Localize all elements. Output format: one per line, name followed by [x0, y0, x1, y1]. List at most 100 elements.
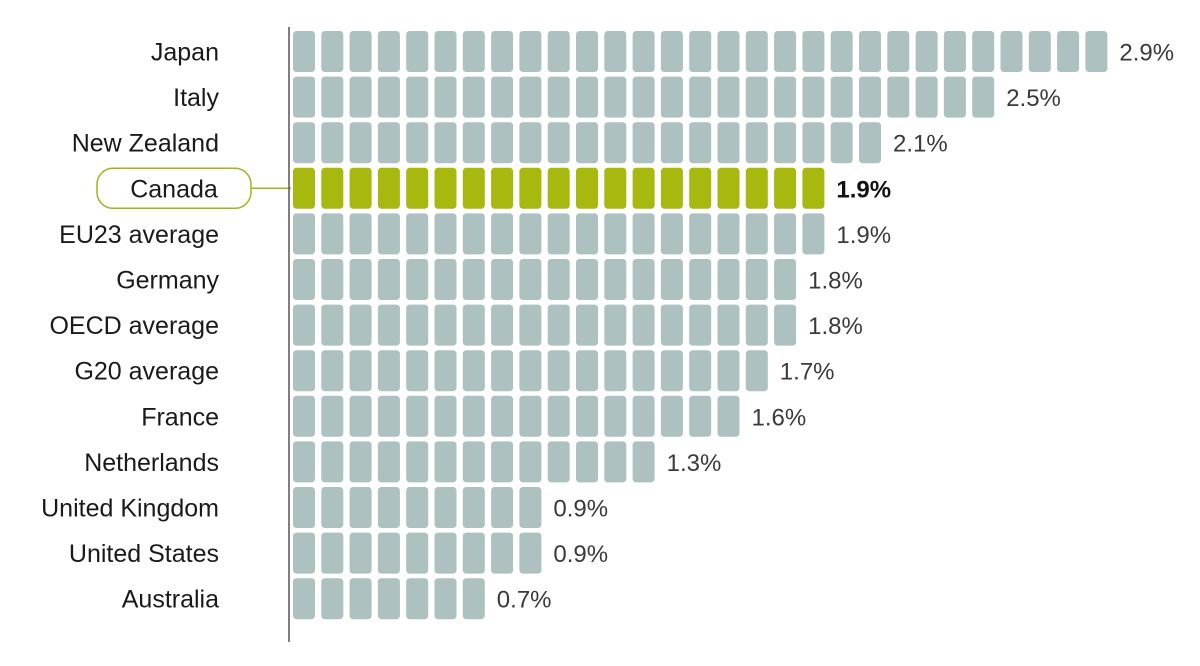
bar-block-japan — [406, 31, 429, 72]
bar-block-netherlands — [547, 441, 570, 483]
bar-block-germany — [519, 259, 542, 300]
bar-block-g20-average — [434, 350, 457, 392]
bar-block-canada — [462, 167, 485, 209]
bar-block-united-kingdom — [406, 487, 429, 528]
category-label-australia: Australia — [122, 586, 219, 614]
bar-block-australia — [349, 578, 372, 620]
bar-block-france — [434, 395, 457, 437]
bar-block-new-zealand — [462, 122, 485, 164]
bar-block-japan — [660, 31, 683, 72]
bar-block-japan — [434, 31, 457, 72]
bar-block-italy — [660, 76, 683, 118]
bar-block-g20-average — [377, 350, 400, 392]
value-label-united-states: 0.9% — [553, 541, 608, 568]
bar-block-united-states — [377, 532, 400, 574]
bar-block-new-zealand — [604, 122, 627, 164]
bar-block-japan — [717, 31, 740, 72]
bar-block-germany — [604, 259, 627, 300]
bar-block-oecd-average — [547, 304, 570, 346]
bar-block-eu23-average — [321, 213, 344, 255]
bar-block-eu23-average — [604, 213, 627, 255]
category-label-united-states: United States — [69, 540, 219, 568]
bar-block-netherlands — [576, 441, 598, 483]
bar-block-oecd-average — [660, 304, 683, 346]
bar-block-oecd-average — [349, 304, 372, 346]
bar-block-netherlands — [293, 441, 315, 483]
category-label-g20-average: G20 average — [74, 358, 219, 386]
bar-block-new-zealand — [660, 122, 683, 164]
bar-block-italy — [406, 76, 429, 118]
bar-block-netherlands — [406, 441, 429, 483]
bar-block-netherlands — [491, 441, 514, 483]
bar-block-g20-average — [576, 350, 598, 392]
bar-block-netherlands — [462, 441, 485, 483]
bar-block-italy — [915, 76, 938, 118]
value-label-japan: 2.9% — [1119, 40, 1174, 67]
bar-block-united-states — [434, 532, 457, 574]
bar-block-canada — [745, 167, 768, 209]
bar-block-canada — [717, 167, 740, 209]
bar-block-japan — [745, 31, 768, 72]
category-label-new-zealand: New Zealand — [72, 130, 219, 158]
bar-block-france — [689, 395, 712, 437]
bar-block-oecd-average — [321, 304, 344, 346]
bar-block-japan — [576, 31, 598, 72]
bar-block-italy — [604, 76, 627, 118]
bar-block-g20-average — [491, 350, 514, 392]
bar-block-canada — [632, 167, 655, 209]
bar-block-japan — [943, 31, 966, 72]
bar-block-japan — [859, 31, 881, 72]
bar-block-italy — [491, 76, 514, 118]
bar-block-japan — [349, 31, 372, 72]
bar-block-japan — [802, 31, 825, 72]
bar-block-italy — [576, 76, 598, 118]
bar-block-germany — [406, 259, 429, 300]
bar-block-canada — [349, 167, 372, 209]
bar-block-new-zealand — [632, 122, 655, 164]
bar-block-g20-average — [519, 350, 542, 392]
bar-block-new-zealand — [519, 122, 542, 164]
bar-block-oecd-average — [689, 304, 712, 346]
value-label-g20-average: 1.7% — [780, 359, 835, 386]
bar-block-germany — [745, 259, 768, 300]
bar-block-new-zealand — [349, 122, 372, 164]
bar-block-italy — [434, 76, 457, 118]
bar-block-new-zealand — [293, 122, 315, 164]
bar-block-g20-average — [293, 350, 315, 392]
bar-block-united-states — [462, 532, 485, 574]
bar-block-netherlands — [349, 441, 372, 483]
bar-block-united-kingdom — [434, 487, 457, 528]
bar-block-japan — [377, 31, 400, 72]
bar-block-japan — [972, 31, 995, 72]
bar-block-canada — [547, 167, 570, 209]
bar-block-canada — [293, 167, 315, 209]
bar-block-oecd-average — [632, 304, 655, 346]
bar-block-eu23-average — [491, 213, 514, 255]
bar-block-australia — [321, 578, 344, 620]
bar-block-japan — [887, 31, 910, 72]
value-label-france: 1.6% — [752, 404, 807, 431]
bar-block-united-kingdom — [293, 487, 315, 528]
bar-block-canada — [576, 167, 598, 209]
bar-block-italy — [972, 76, 995, 118]
bar-block-italy — [547, 76, 570, 118]
bar-blocks — [293, 31, 1108, 620]
bar-block-italy — [830, 76, 853, 118]
bar-block-france — [406, 395, 429, 437]
value-labels: 2.9%2.5%2.1%1.9%1.9%1.8%1.8%1.7%1.6%1.3%… — [497, 40, 1174, 614]
bar-block-canada — [604, 167, 627, 209]
bar-block-oecd-average — [377, 304, 400, 346]
category-label-oecd-average: OECD average — [49, 312, 219, 340]
bar-block-japan — [774, 31, 797, 72]
bar-block-italy — [745, 76, 768, 118]
bar-block-germany — [462, 259, 485, 300]
bar-block-italy — [632, 76, 655, 118]
bar-block-eu23-average — [349, 213, 372, 255]
bar-block-italy — [462, 76, 485, 118]
bar-block-eu23-average — [377, 213, 400, 255]
bar-block-australia — [406, 578, 429, 620]
bar-block-netherlands — [377, 441, 400, 483]
bar-block-france — [604, 395, 627, 437]
bar-block-netherlands — [434, 441, 457, 483]
category-label-united-kingdom: United Kingdom — [41, 495, 219, 523]
